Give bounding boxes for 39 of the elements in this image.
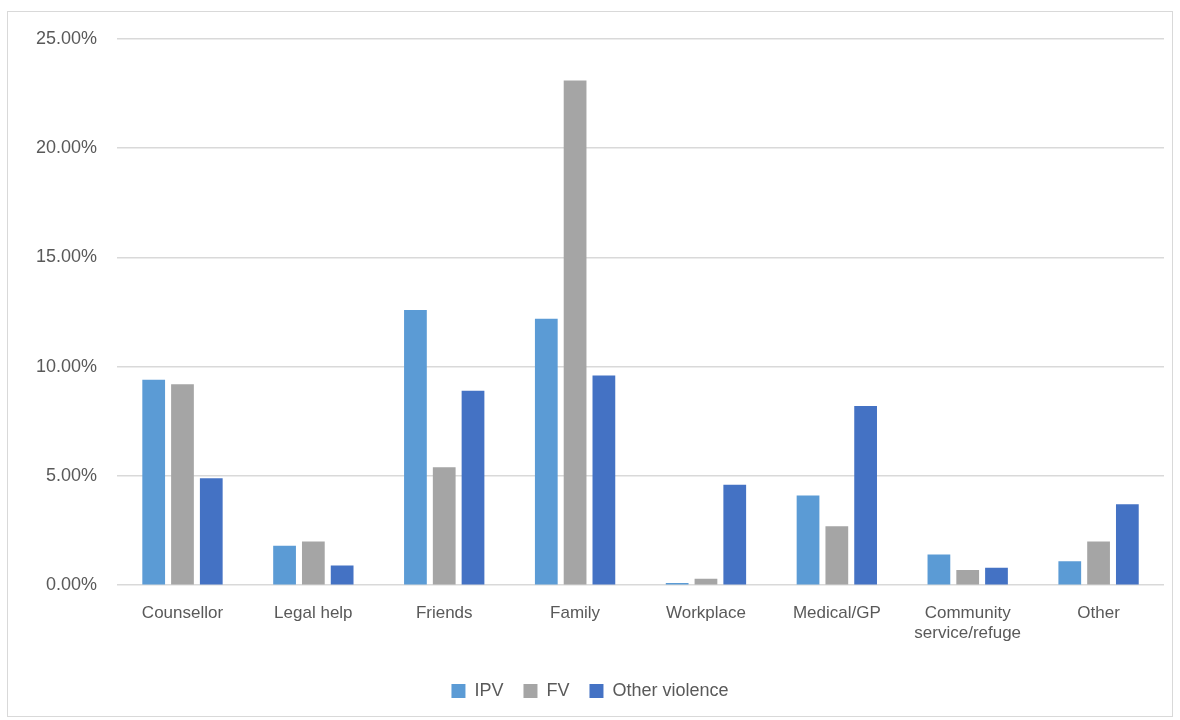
bar [171,384,194,585]
y-tick-label: 0.00% [46,574,98,595]
bar [1087,541,1110,585]
bar [142,379,166,585]
bar [273,545,296,585]
bar [956,569,980,585]
x-tick-label: Medical/GP [792,603,881,623]
bar [199,478,223,585]
y-tick-label: 20.00% [35,137,98,158]
x-tick-label: Friends [415,603,473,623]
bar [592,375,616,585]
x-tick-label: Community service/refuge [914,603,1022,643]
bar [432,467,456,585]
legend-label: FV [546,679,570,700]
x-tick-label: Workplace [665,603,746,623]
bar [330,565,354,585]
legend-label: IPV [474,679,504,700]
x-tick-label: Family [550,603,601,623]
x-tick-label: Legal help [274,603,353,623]
bar [854,406,877,585]
bar [461,390,485,585]
bar [825,526,849,585]
bar [723,484,747,585]
x-tick-label: Counsellor [141,603,224,623]
bar [301,541,325,585]
bar [1115,504,1139,585]
bar [404,309,427,585]
bar [796,495,820,585]
y-tick-label: 5.00% [46,464,98,485]
bar [1058,561,1082,585]
legend-label: Other violence [612,679,729,700]
bar [534,318,558,585]
y-tick-label: 10.00% [35,355,98,376]
bar [985,567,1008,585]
bar [563,80,587,585]
y-tick-label: 25.00% [35,27,98,48]
x-tick-label: Other [1077,603,1121,623]
bar [927,554,951,585]
y-tick-label: 15.00% [35,246,98,267]
